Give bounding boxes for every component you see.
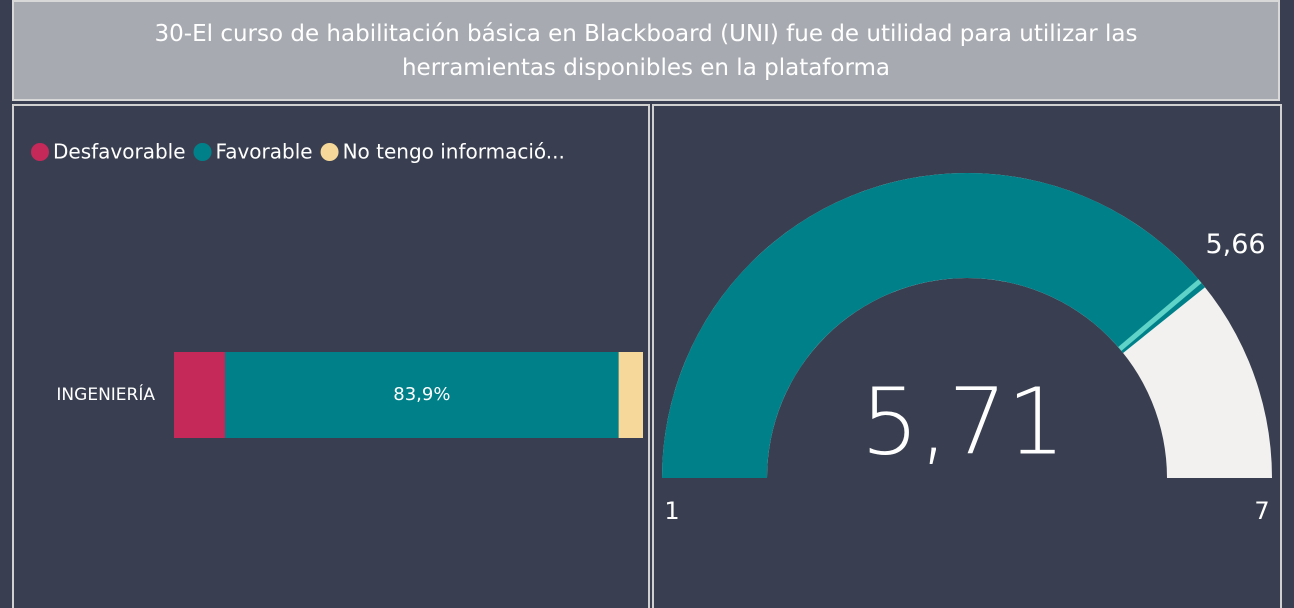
gauge-value-label: 5,71 — [861, 369, 1066, 476]
bar-segment — [618, 352, 643, 438]
right-panel — [652, 104, 1282, 608]
legend-marker — [31, 143, 49, 161]
gauge-target — [1118, 279, 1202, 351]
legend-label: No tengo informació... — [343, 140, 565, 164]
gauge-min-label: 1 — [664, 497, 679, 525]
title: 30-El curso de habilitación básica en Bl… — [12, 0, 1280, 101]
legend-marker — [193, 143, 212, 161]
bar-segment — [225, 352, 619, 438]
bar-segment — [174, 352, 226, 438]
target-label: 5,66 — [1205, 229, 1265, 260]
category-label: INGENIERÍA — [56, 383, 155, 405]
legend-label: Desfavorable — [53, 140, 186, 164]
data-label: 83,9% — [393, 384, 450, 405]
legend-label: Favorable — [216, 140, 313, 164]
gauge-value — [662, 172, 1206, 479]
left-panel — [12, 104, 650, 608]
gauge-max-label: 7 — [1254, 497, 1269, 525]
legend-marker — [320, 143, 339, 161]
